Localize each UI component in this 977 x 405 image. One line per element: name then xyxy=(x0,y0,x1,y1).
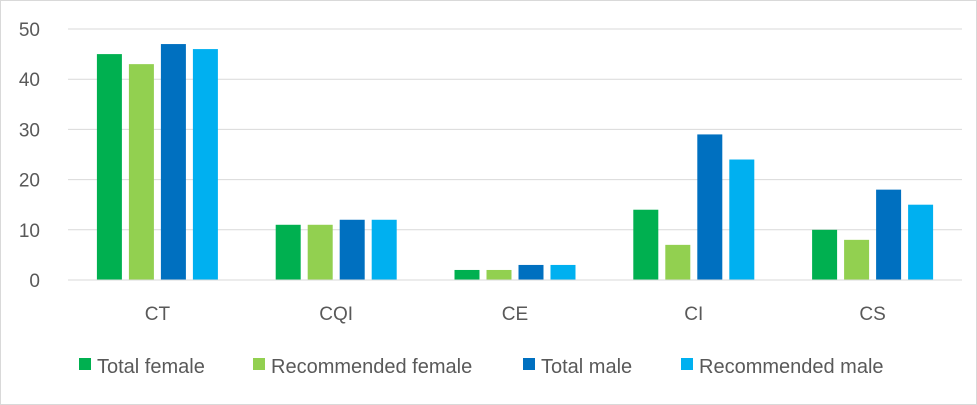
bar-ce-recommended-female xyxy=(486,269,512,280)
bar-ct-total-female xyxy=(96,54,122,280)
bar-cs-recommended-male xyxy=(908,204,934,280)
bar-ct-recommended-male xyxy=(192,49,218,280)
y-tick-label: 40 xyxy=(19,70,40,91)
x-tick-label: CQI xyxy=(319,304,353,325)
bar-cqi-recommended-male xyxy=(371,219,397,280)
y-tick-label: 20 xyxy=(19,171,40,192)
bar-cqi-recommended-female xyxy=(307,224,333,280)
bar-cs-total-female xyxy=(812,229,838,280)
x-tick-label: CS xyxy=(859,304,885,325)
y-tick-label: 30 xyxy=(19,120,40,141)
y-tick-label: 10 xyxy=(19,221,40,242)
bar-ce-total-male xyxy=(518,264,544,280)
legend-label: Recommended female xyxy=(271,356,472,378)
legend-label: Total female xyxy=(97,356,205,378)
legend-swatch xyxy=(79,358,91,370)
bar-ci-total-male xyxy=(697,134,723,280)
bar-cs-recommended-female xyxy=(844,239,870,280)
bar-cs-total-male xyxy=(876,189,902,280)
bar-cqi-total-female xyxy=(275,224,301,280)
x-tick-label: CE xyxy=(502,304,528,325)
bar-ce-recommended-male xyxy=(550,264,576,280)
legend-label: Recommended male xyxy=(699,356,884,378)
bar-ci-recommended-male xyxy=(729,159,755,280)
legend-swatch xyxy=(523,358,535,370)
legend: Total female Recommended female Total male… xyxy=(79,356,884,378)
legend-swatch xyxy=(681,358,693,370)
y-axis-ticks: 0 10 20 30 40 50 xyxy=(19,20,40,292)
y-tick-label: 0 xyxy=(29,271,40,292)
bar-ct-recommended-female xyxy=(128,64,154,280)
x-tick-label: CI xyxy=(684,304,703,325)
x-axis-ticks: CT CQI CE CI CS xyxy=(145,304,886,325)
bar-ce-total-female xyxy=(454,269,480,280)
legend-swatch xyxy=(253,358,265,370)
legend-label: Total male xyxy=(541,356,632,378)
bar-cqi-total-male xyxy=(339,219,365,280)
x-tick-label: CT xyxy=(145,304,171,325)
bar-ct-total-male xyxy=(160,44,186,281)
y-tick-label: 50 xyxy=(19,20,40,41)
bar-ci-total-female xyxy=(633,209,659,280)
bars xyxy=(96,44,934,281)
bar-ci-recommended-female xyxy=(665,244,691,280)
